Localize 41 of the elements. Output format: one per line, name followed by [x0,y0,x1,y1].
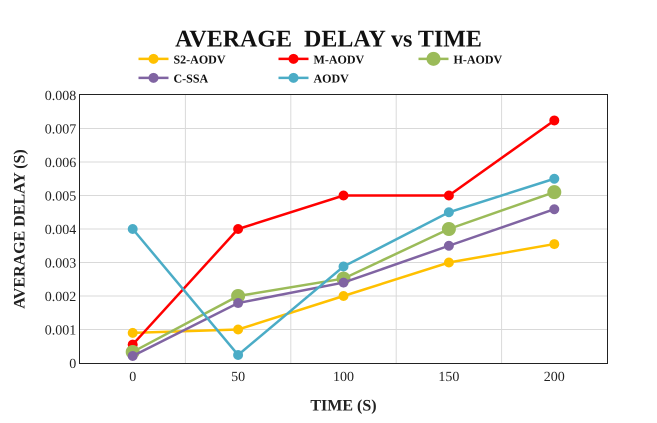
point [549,174,560,184]
y-tick-label: 0.003 [44,256,76,272]
point [338,291,348,301]
y-tick-label: 0.008 [44,88,76,104]
point [444,207,454,218]
point [549,115,560,126]
x-tick-label: 200 [544,370,565,385]
y-axis-title: AVERAGE DELAY (S) [12,149,29,309]
y-tick-label: 0.004 [44,222,76,238]
point [233,298,244,308]
point [442,222,456,236]
point [233,224,244,234]
point [338,262,348,272]
x-axis-title: TIME (S) [310,398,377,414]
legend-label: S2-AODV [174,52,226,66]
point [444,240,454,251]
point [444,258,454,268]
y-tick-label: 0.005 [44,189,76,204]
legend-label: AODV [314,72,350,86]
y-tick-label: 0.002 [44,290,76,305]
point [128,224,138,234]
point [233,324,244,334]
y-tick-label: 0.007 [44,122,76,138]
legend-label: C-SSA [174,72,209,86]
x-tick-label: 100 [333,370,354,385]
point [549,204,560,214]
point [547,185,562,200]
point [233,350,244,360]
x-tick-label: 0 [129,370,136,385]
chart-title: AVERAGE DELAY vs TIME [175,26,482,52]
y-tick-label: 0.006 [44,156,76,171]
x-tick-label: 150 [438,370,460,385]
y-tick-label: 0.001 [44,323,76,338]
x-tick-label: 50 [231,370,246,385]
point [549,239,560,250]
point [338,190,348,200]
legend-label: M-AODV [314,52,364,66]
y-tick-label: 0 [69,356,76,372]
legend-label: H-AODV [454,52,502,66]
point [444,190,454,200]
point [128,328,138,338]
